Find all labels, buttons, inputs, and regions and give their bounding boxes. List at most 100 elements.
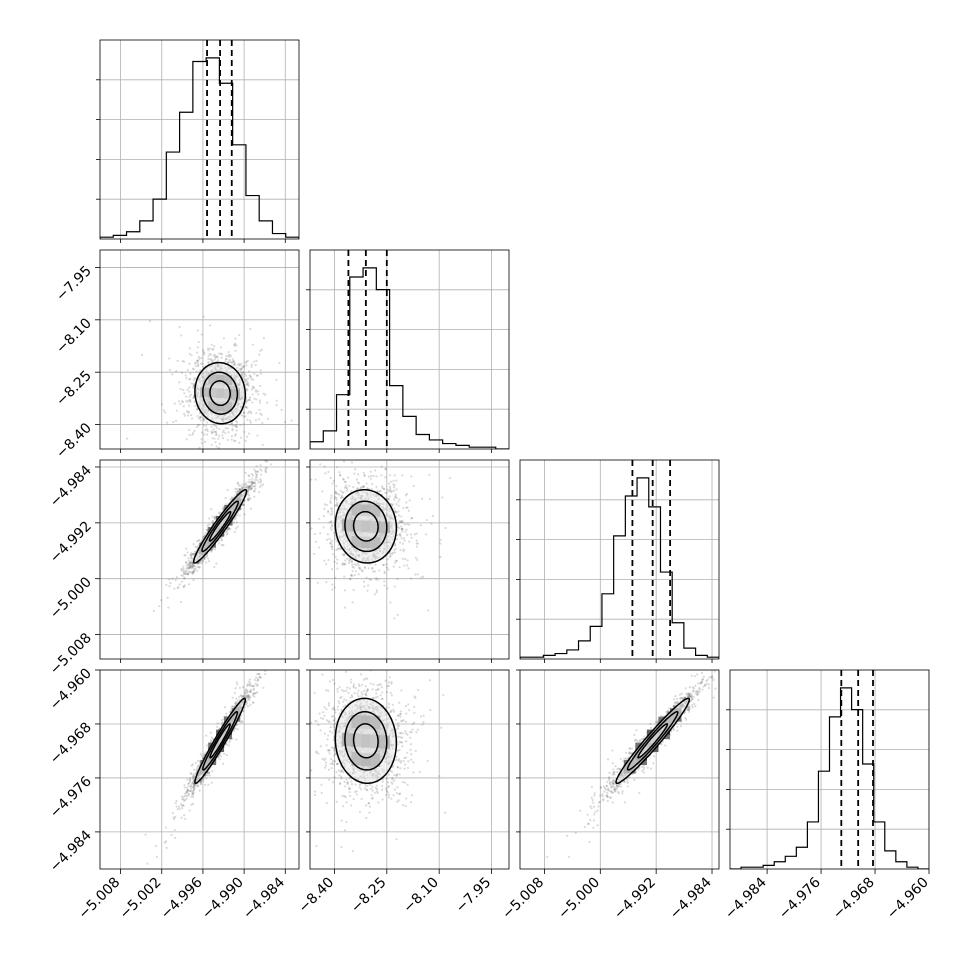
sample-point: [317, 517, 321, 520]
sample-point: [430, 522, 433, 525]
sample-point: [203, 557, 206, 560]
sample-point: [187, 563, 190, 566]
sample-point: [238, 364, 241, 367]
sample-point: [214, 451, 216, 453]
sample-point: [327, 470, 330, 474]
sample-point: [200, 431, 204, 434]
sample-point: [234, 490, 237, 493]
sample-point: [245, 400, 248, 403]
sample-point: [196, 329, 199, 332]
sample-point: [225, 533, 229, 536]
sample-point: [246, 493, 249, 496]
sample-point: [367, 660, 369, 662]
sample-point: [191, 433, 194, 436]
sample-point: [239, 424, 242, 427]
sample-point: [192, 396, 195, 400]
contour-line: [192, 488, 248, 564]
sample-point: [335, 499, 338, 502]
sample-point: [347, 562, 351, 565]
sample-point: [212, 347, 215, 351]
sample-point: [233, 460, 235, 462]
sample-point: [383, 570, 386, 573]
sample-point: [310, 478, 313, 481]
sample-point: [217, 511, 221, 514]
sample-point: [314, 478, 317, 481]
sample-point: [206, 744, 209, 747]
sample-point: [189, 784, 192, 788]
panel-frame: [729, 669, 930, 870]
sample-point: [228, 423, 232, 427]
sample-point: [192, 563, 195, 566]
sample-point: [398, 533, 401, 536]
sample-point: [387, 497, 390, 500]
sample-point: [196, 569, 199, 572]
sample-point: [201, 559, 205, 562]
sample-point: [399, 521, 402, 524]
sample-point: [215, 424, 218, 427]
sample-point: [262, 392, 265, 395]
sample-point: [210, 343, 213, 346]
panel-frame: [99, 249, 300, 450]
sample-point: [253, 481, 256, 484]
sample-point: [402, 548, 406, 551]
sample-point: [237, 369, 240, 372]
sample-point: [252, 490, 256, 493]
sample-point: [414, 573, 417, 576]
sample-point: [234, 337, 237, 340]
sample-point: [252, 481, 255, 484]
sample-point: [205, 424, 208, 428]
sample-point: [415, 532, 418, 535]
sample-point: [393, 507, 396, 510]
sample-point: [220, 539, 223, 542]
sample-point: [235, 366, 239, 370]
sample-point: [200, 333, 203, 336]
sample-point: [321, 490, 324, 493]
sample-point: [213, 430, 216, 433]
sample-point: [324, 563, 328, 566]
sample-point: [258, 673, 261, 676]
sample-point: [192, 569, 195, 572]
sample-point: [210, 443, 213, 447]
sample-point: [396, 577, 399, 581]
sample-point: [330, 494, 333, 497]
sample-point: [238, 514, 241, 517]
sample-point: [235, 424, 238, 427]
sample-point: [247, 370, 251, 373]
sample-point: [409, 533, 412, 536]
sample-point: [232, 360, 235, 363]
sample-point: [399, 520, 402, 523]
sample-point: [216, 356, 219, 359]
sample-point: [246, 684, 249, 687]
sample-point: [401, 521, 404, 524]
sample-point: [187, 583, 191, 586]
sample-point: [198, 538, 201, 542]
sample-point: [233, 343, 236, 346]
sample-point: [398, 520, 401, 523]
sample-point: [207, 360, 210, 364]
sample-point: [251, 474, 255, 477]
sample-point: [380, 485, 384, 488]
sample-point: [346, 451, 348, 453]
sample-point: [361, 486, 364, 489]
sample-point: [244, 380, 247, 383]
sample-point: [401, 557, 404, 560]
sample-point: [214, 441, 217, 444]
sample-point: [236, 525, 239, 528]
sample-point: [175, 370, 178, 373]
sample-point: [205, 433, 209, 436]
sample-point: [373, 593, 376, 596]
sample-point: [254, 471, 257, 474]
sample-point: [203, 752, 206, 756]
sample-point: [196, 351, 199, 354]
sample-point: [196, 408, 199, 411]
sample-point: [240, 414, 244, 417]
sample-point: [179, 600, 183, 604]
sample-point: [184, 414, 187, 417]
sample-point: [258, 408, 261, 411]
sample-point: [189, 565, 192, 569]
sample-point: [218, 435, 221, 438]
sample-point: [363, 565, 367, 569]
sample-point: [270, 453, 272, 455]
sample-point: [254, 390, 258, 393]
sample-point: [337, 547, 340, 550]
